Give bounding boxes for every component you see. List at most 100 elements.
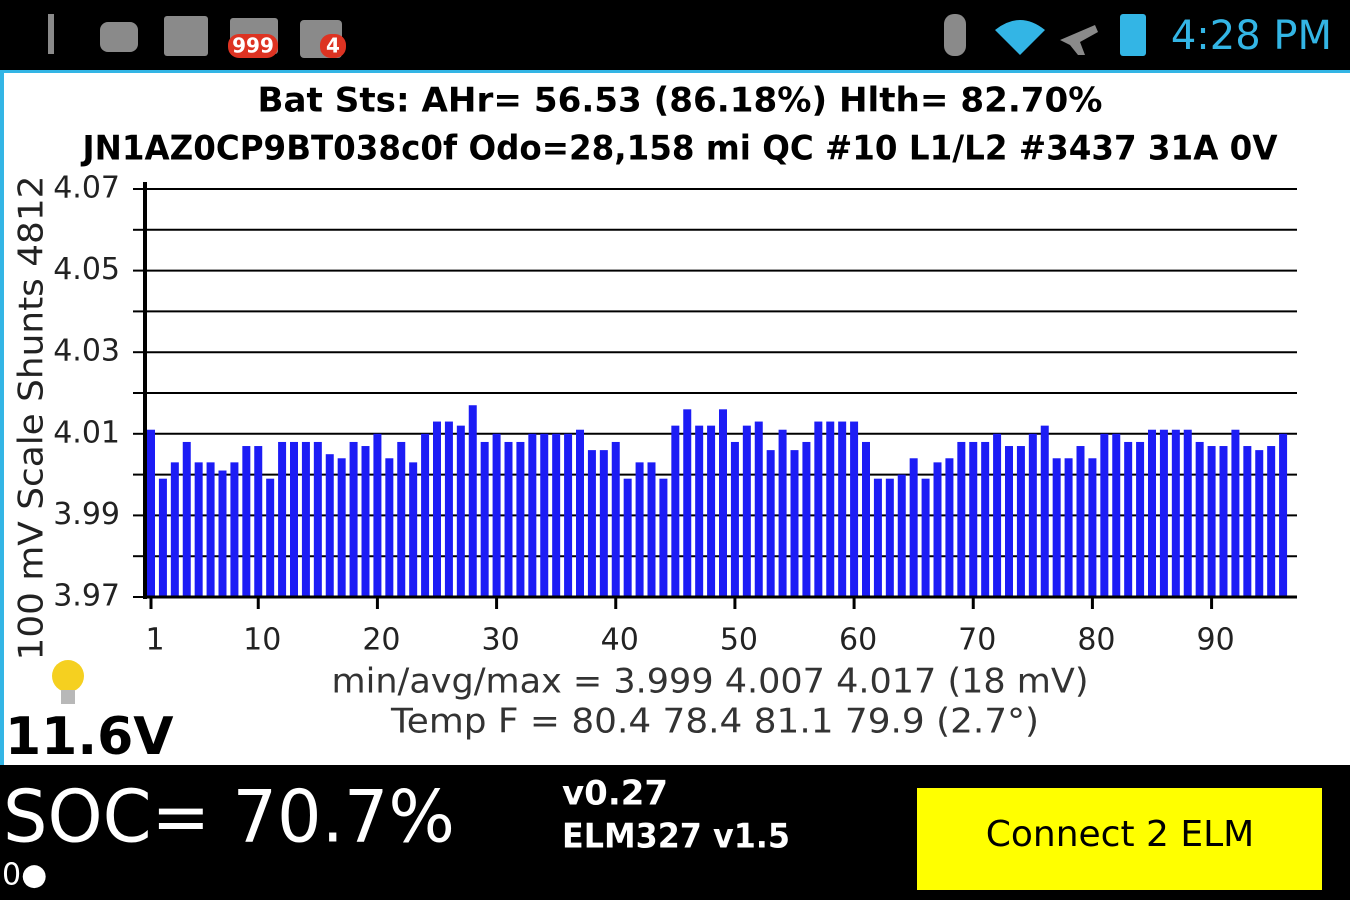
y-tick-label: 3.97 <box>53 579 120 614</box>
x-tick-label: 80 <box>1077 623 1115 658</box>
bar <box>730 441 739 597</box>
bar <box>456 425 465 597</box>
bar <box>147 429 155 597</box>
y-tick-label: 4.07 <box>53 171 120 206</box>
bar <box>778 429 787 597</box>
bar <box>909 458 918 597</box>
bar <box>1088 458 1097 597</box>
bar <box>361 446 370 597</box>
bar <box>576 429 584 597</box>
bar <box>659 478 668 597</box>
bar <box>301 441 310 597</box>
wifi-icon <box>995 20 1045 55</box>
bar <box>1064 458 1073 597</box>
bar <box>814 421 823 597</box>
bar <box>504 441 513 597</box>
version: v0.27 <box>562 774 668 814</box>
bar <box>468 405 477 597</box>
bar <box>766 450 775 597</box>
bar <box>1076 446 1085 597</box>
bar <box>742 425 751 597</box>
image-icon <box>164 16 208 56</box>
bar <box>623 478 632 597</box>
bar <box>1148 429 1156 597</box>
bar <box>1207 446 1216 597</box>
bar <box>206 462 215 597</box>
bar <box>885 478 894 597</box>
bar <box>1005 446 1013 597</box>
bar <box>671 425 680 597</box>
bar <box>611 441 620 597</box>
bar <box>838 421 847 597</box>
plot: 3.97 3.99 4.01 4.03 4.05 4.07 1 10 20 30 40 50 60 70 8… <box>53 171 1297 658</box>
bar <box>409 462 418 597</box>
x-tick-label: 10 <box>243 623 281 658</box>
x-tick-label: 40 <box>601 623 639 658</box>
bar <box>933 462 942 597</box>
x-tick-label: 70 <box>958 623 996 658</box>
bar <box>850 421 859 597</box>
bar <box>194 462 203 597</box>
bar <box>862 441 870 597</box>
bar <box>325 454 334 597</box>
edge <box>0 73 4 765</box>
button-bg[interactable] <box>917 788 1322 890</box>
bar <box>945 458 954 597</box>
bar <box>707 425 716 597</box>
bar <box>1255 450 1264 597</box>
bar <box>552 433 561 597</box>
bar <box>421 433 430 597</box>
y-tick-label: 4.05 <box>53 252 120 287</box>
button-label[interactable]: Connect 2 ELM <box>986 814 1255 855</box>
bar <box>921 478 930 597</box>
bar <box>480 441 489 597</box>
bar <box>1016 446 1025 597</box>
annotation: min/avg/max = 3.999 4.007 4.017 (18 mV) <box>332 662 1089 702</box>
x-tick-label: 50 <box>720 623 758 658</box>
bar <box>218 470 227 597</box>
bar <box>1219 446 1228 597</box>
bar <box>313 441 322 597</box>
bar <box>802 441 811 597</box>
usb-icon <box>48 14 54 54</box>
bar <box>993 433 1002 597</box>
bar <box>1100 433 1109 597</box>
indicator: 0● <box>2 858 47 893</box>
bar <box>433 421 441 597</box>
bar <box>242 446 251 597</box>
x-tick-label: 90 <box>1196 623 1234 658</box>
x-tick-label: 1 <box>145 623 164 658</box>
bar <box>373 433 382 597</box>
bar <box>1124 441 1133 597</box>
bar <box>599 450 608 597</box>
bar <box>1195 441 1204 597</box>
bar <box>1136 441 1145 597</box>
bulb-icon <box>52 660 84 704</box>
bar <box>647 462 656 597</box>
bar <box>1040 425 1049 597</box>
bar <box>981 441 990 597</box>
bar <box>158 478 167 597</box>
bar <box>254 446 263 597</box>
bar <box>170 462 179 597</box>
bar <box>564 433 573 597</box>
bar <box>1231 429 1240 597</box>
badge: 4 <box>326 34 340 58</box>
x-tick-label: 60 <box>839 623 877 658</box>
connect-button[interactable]: Connect 2 ELM <box>917 788 1322 890</box>
soc: SOC= 70.7% <box>3 775 455 859</box>
bar <box>290 441 298 597</box>
y-tick-label: 3.99 <box>53 497 120 532</box>
bluetooth-icon <box>944 14 966 56</box>
battery-icon <box>1120 14 1146 56</box>
bar <box>1267 446 1276 597</box>
bar <box>1171 429 1180 597</box>
bar <box>873 478 882 597</box>
x-tick-label: 30 <box>481 623 519 658</box>
bar <box>516 441 525 597</box>
bar <box>683 409 692 597</box>
bar <box>1279 433 1288 597</box>
chart-subtitle: JN1AZ0CP9BT038c0f Odo=28,158 mi QC #10 L… <box>81 129 1279 169</box>
bar <box>1159 429 1168 597</box>
bar <box>385 458 394 597</box>
